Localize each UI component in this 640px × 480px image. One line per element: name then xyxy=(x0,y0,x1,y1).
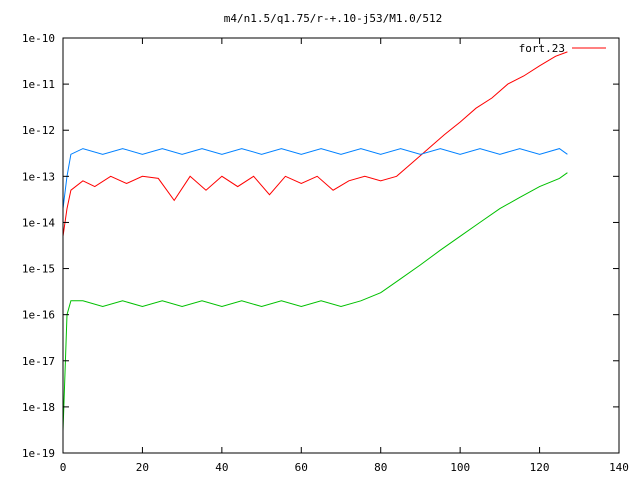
plot-frame xyxy=(62,37,620,454)
x-tick-label: 140 xyxy=(609,461,629,474)
y-tick-label: 1e-12 xyxy=(22,124,55,137)
y-tick-label: 1e-13 xyxy=(22,170,55,183)
y-tick-label: 1e-14 xyxy=(22,216,55,229)
y-tick-label: 1e-11 xyxy=(22,78,55,91)
x-tick-label: 80 xyxy=(374,461,387,474)
y-tick-label: 1e-16 xyxy=(22,309,55,322)
y-tick-label: 1e-18 xyxy=(22,401,55,414)
series-line-1 xyxy=(62,51,568,237)
x-tick-label: 40 xyxy=(215,461,228,474)
x-tick-label: 100 xyxy=(450,461,470,474)
legend-label: fort.23 xyxy=(519,42,565,55)
x-tick-label: 60 xyxy=(295,461,308,474)
chart-title: m4/n1.5/q1.75/r-+.10-j53/M1.0/512 xyxy=(224,12,443,25)
y-tick-label: 1e-19 xyxy=(22,447,55,460)
x-tick-label: 20 xyxy=(136,461,149,474)
legend: fort.23 xyxy=(519,42,606,55)
series-line-3 xyxy=(62,172,568,432)
y-tick-label: 1e-10 xyxy=(22,32,55,45)
x-tick-label: 0 xyxy=(60,461,67,474)
x-tick-label: 120 xyxy=(530,461,550,474)
series-line-2 xyxy=(62,148,568,209)
y-tick-label: 1e-17 xyxy=(22,355,55,368)
y-tick-label: 1e-15 xyxy=(22,263,55,276)
